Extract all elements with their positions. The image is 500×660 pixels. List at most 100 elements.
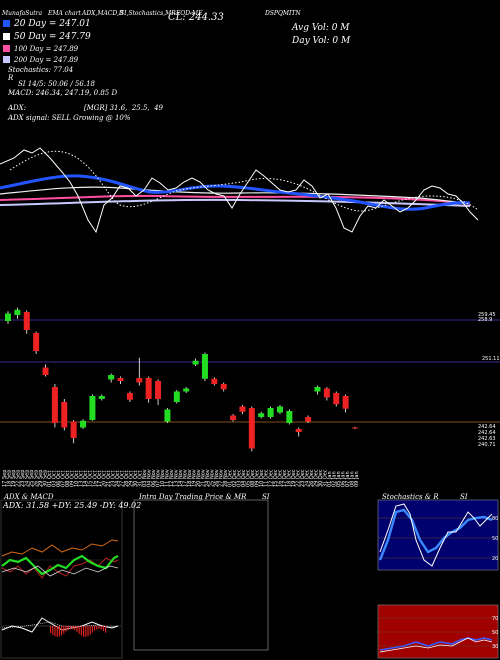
date-label: 17 Oct: [97, 470, 103, 487]
date-label: 10 Dec: [259, 469, 265, 487]
macd-signal-line: [1, 621, 119, 629]
date-label: 10 Nov: [160, 469, 166, 487]
date-label: 14 Oct: [83, 470, 89, 487]
date-label: 19 Dec: [291, 469, 297, 487]
date-label: 07 Nov: [155, 469, 161, 487]
legend-macd: MACD: 246.34, 247.19, 0.85 D: [8, 89, 118, 97]
adx-orange-line: [1, 539, 119, 557]
date-label: 08 Oct: [65, 470, 71, 487]
candle-body: [80, 420, 87, 428]
macd-bar: [102, 626, 104, 631]
macd-bar: [74, 626, 76, 631]
date-label: 22 Dec: [295, 469, 301, 487]
date-label: 04 Nov: [146, 469, 152, 487]
candle-body: [126, 393, 133, 400]
candle-body: [352, 427, 358, 429]
ema-200-line: [0, 198, 471, 207]
macd-bar: [67, 626, 69, 630]
adx-lines: [1, 539, 121, 579]
macd-panel: [1, 617, 121, 637]
candle-body: [117, 378, 124, 381]
date-label: 23 Oct: [110, 470, 116, 487]
macd-bar: [80, 626, 82, 636]
date-label: 30 Oct: [133, 470, 139, 487]
date-label: 21 Oct: [106, 470, 112, 487]
date-label: 23 Sep: [20, 470, 26, 487]
candle-body: [5, 313, 11, 321]
date-label: 29 Oct: [128, 470, 134, 487]
date-label: 15 Dec: [273, 469, 279, 487]
adx-panel-readout: ADX: 31.58 +DY: 25.49 -DY: 49.02: [3, 501, 142, 510]
candle-body: [295, 429, 302, 432]
price-line: [0, 147, 479, 234]
candle-body: [314, 387, 321, 392]
date-label: 23 Dec: [300, 469, 306, 487]
legend-rsi: SI 14/5: 50.06 / 56.18: [18, 80, 95, 88]
date-label: 18 Dec: [286, 469, 292, 487]
candle-body: [51, 387, 58, 423]
stoch-panel-title: Stochastics & R: [382, 493, 439, 501]
macd-bar: [91, 626, 93, 633]
ema-lines: [0, 147, 479, 234]
date-label: 21 Nov: [201, 469, 207, 487]
candle-body: [211, 378, 218, 384]
candle-body: [173, 391, 180, 402]
date-label: 06 Oct: [56, 470, 62, 487]
macd-bar: [89, 626, 91, 635]
intraday-si-label: SI: [262, 493, 270, 501]
price-label-top2: 258.9: [478, 317, 492, 323]
candle-body: [342, 396, 349, 409]
adx-green-line: [1, 554, 119, 576]
date-label: 13 Nov: [173, 469, 179, 487]
macd-bar: [56, 626, 58, 637]
stoch-level-50: 50: [492, 536, 498, 542]
candlestick-series: [5, 307, 358, 452]
legend-100day-text: 100 Day = 247.89: [14, 45, 79, 53]
stoch-blue-line: [378, 508, 493, 561]
date-label: 09 Dec: [255, 469, 261, 487]
date-label: 08 Dec: [250, 469, 256, 487]
date-label: 16 Oct: [92, 470, 98, 487]
macd-bar: [65, 626, 67, 632]
date-label: 20 Nov: [196, 469, 202, 487]
stoch-panel-bg: [377, 499, 499, 571]
date-label: 26 Nov: [214, 469, 220, 487]
date-label: 24 Oct: [115, 470, 121, 487]
price-dotted-line: [9, 150, 479, 212]
macd-bar: [58, 626, 60, 637]
date-label: 14 Nov: [178, 469, 184, 487]
legend-20day-text: 20 Day = 247.01: [14, 19, 91, 29]
date-label: 19 Sep: [11, 470, 17, 487]
candle-body: [267, 408, 274, 417]
date-label: 07 Jan: [345, 471, 351, 487]
date-label: 18 Nov: [187, 469, 193, 487]
date-label: 17 Nov: [183, 469, 189, 487]
legend-50day-text: 50 Day = 247.79: [14, 32, 91, 42]
macd-bar: [83, 626, 85, 637]
date-label: 15 Oct: [88, 470, 94, 487]
rsi-blue-line: [379, 637, 493, 651]
date-label: 28 Nov: [223, 469, 229, 487]
date-label: 03 Dec: [237, 469, 243, 487]
date-label: 24 Sep: [25, 470, 31, 487]
macd-bar: [76, 626, 78, 632]
date-label: 01 Oct: [47, 470, 53, 487]
candle-body: [145, 378, 152, 399]
adx-panel-title: ADX & MACD: [4, 493, 54, 501]
swatch-50day-icon: [3, 33, 10, 40]
header-indicators: SI,Stochastics,MR: [120, 10, 176, 17]
adx-white-line: [1, 565, 119, 577]
intraday-panel-title: Intra Day Trading Price & MR: [139, 493, 247, 501]
date-label: 05 Dec: [246, 469, 252, 487]
day-vol-label: Day Vol: 0 M: [292, 36, 351, 46]
header-eod: EOD ME: [176, 10, 203, 17]
intraday-panel-frame: [133, 499, 269, 651]
date-label: 03 Nov: [142, 469, 148, 487]
candle-body: [14, 309, 21, 315]
legend-20day: 20 Day = 247.01: [3, 19, 91, 29]
date-label: 31 Oct: [137, 470, 143, 487]
date-label: 06 Jan: [340, 471, 346, 487]
date-label: 02 Dec: [232, 469, 238, 487]
date-label: 07 Oct: [61, 470, 67, 487]
macd-bar: [94, 626, 96, 631]
